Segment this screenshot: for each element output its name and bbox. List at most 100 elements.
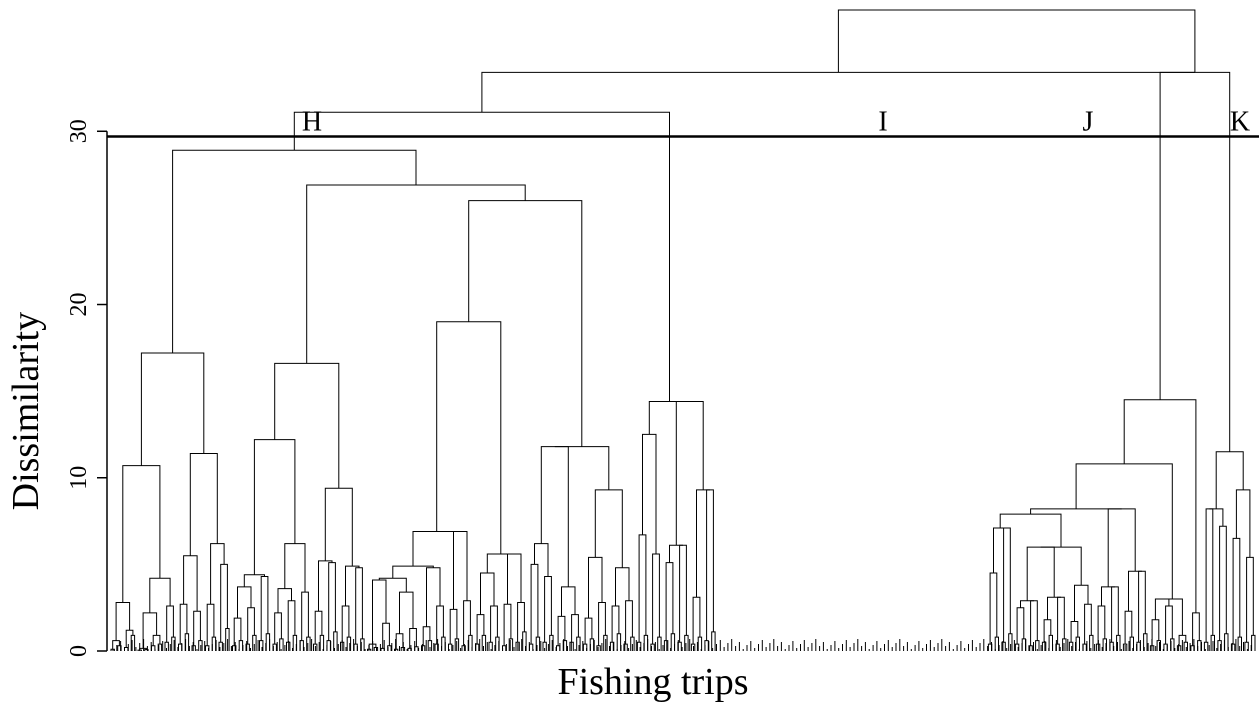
dendrogram-link [287, 600, 296, 643]
dendrogram-link [1109, 641, 1114, 651]
dendrogram-link [1048, 634, 1053, 651]
dendrogram-link [616, 633, 622, 651]
dendrogram-link [652, 553, 660, 645]
dendrogram-link [274, 612, 282, 645]
dendrogram-link [642, 433, 657, 554]
dendrogram-link [238, 640, 244, 651]
cluster-labels: H I J K [302, 106, 1250, 137]
dendrogram-link [588, 556, 603, 619]
dendrogram-link [1162, 598, 1183, 636]
dendrogram-link [306, 184, 526, 364]
dendrogram-link [414, 646, 419, 651]
y-tick-label: 10 [66, 466, 92, 490]
dendrogram-link [657, 636, 662, 651]
leaf-ticks [112, 639, 1256, 651]
dendrogram-link [1068, 641, 1074, 651]
dendrogram-link [463, 600, 471, 646]
dendrogram-link [172, 149, 417, 353]
dendrogram-link [1232, 537, 1241, 645]
dendrogram-link [1123, 399, 1197, 613]
dendrogram-link [301, 591, 309, 641]
dendrogram-link [151, 645, 156, 651]
dendrogram-link [481, 71, 1195, 113]
dendrogram-link [625, 600, 633, 645]
dendrogram-link [1154, 598, 1170, 620]
dendrogram-link [1075, 463, 1173, 599]
dendrogram-link [1043, 619, 1052, 643]
dendrogram-link [561, 586, 576, 617]
dendrogram-link [265, 633, 271, 651]
dendrogram-link [1138, 570, 1146, 643]
dendrogram-tree [110, 9, 1256, 651]
dendrogram-link [989, 572, 998, 645]
dendrogram-link [643, 634, 649, 651]
dendrogram-link [1176, 645, 1182, 651]
dendrogram-link [260, 576, 269, 641]
dendrogram-link [253, 439, 296, 575]
dendrogram-link [1030, 600, 1038, 646]
cluster-label-k: K [1230, 106, 1250, 137]
y-tick-label: 0 [66, 645, 92, 657]
dendrogram-link [206, 603, 215, 646]
dendrogram-link [1128, 570, 1142, 612]
dendrogram-link [314, 610, 323, 645]
dendrogram-link [503, 603, 512, 646]
dendrogram-link [1159, 71, 1231, 452]
dendrogram-link [328, 562, 336, 641]
dendrogram-link [544, 576, 552, 643]
dendrogram-link [237, 586, 252, 619]
dendrogram-link [994, 636, 999, 651]
dendrogram-link [540, 446, 569, 587]
dendrogram-link [436, 605, 444, 645]
dendrogram-link [697, 636, 703, 651]
dendrogram-link [530, 563, 539, 645]
dendrogram-link [594, 489, 623, 568]
dendrogram-link [112, 640, 120, 650]
dendrogram-link [220, 563, 228, 643]
dendrogram-link [1205, 508, 1214, 643]
dendrogram-link [306, 636, 311, 651]
dendrogram-link [556, 645, 561, 651]
dendrogram-link [534, 543, 549, 577]
dendrogram-link [247, 607, 255, 645]
dendrogram-link [665, 562, 674, 641]
dendrogram-link [293, 111, 670, 402]
dendrogram-link [675, 401, 704, 546]
dendrogram-link [1075, 636, 1080, 651]
dendrogram-link [615, 567, 630, 606]
y-ticks: 0 10 20 30 [66, 119, 107, 657]
dendrogram-link [486, 553, 515, 573]
dendrogram-link [1111, 586, 1119, 643]
dendrogram-link [1040, 546, 1082, 586]
dendrogram-link [517, 602, 525, 643]
dendrogram-link [1107, 508, 1136, 587]
dendrogram-link [1235, 489, 1251, 558]
dendrogram-link [210, 543, 225, 605]
dendrogram-link [373, 647, 379, 651]
dendrogram-link [669, 544, 683, 563]
dendrogram-link [355, 567, 363, 645]
dendrogram-link [122, 465, 161, 603]
dendrogram-link [142, 612, 158, 649]
dendrogram-link [1070, 621, 1079, 643]
dendrogram-link [571, 614, 579, 643]
dendrogram-link [1209, 508, 1224, 527]
dendrogram-link [1074, 584, 1089, 622]
dendrogram-link [993, 527, 1007, 573]
y-tick-label: 30 [66, 119, 92, 143]
dendrogram-link [115, 602, 131, 641]
dendrogram-link [706, 489, 714, 641]
dendrogram-link [476, 614, 485, 645]
dendrogram-link [233, 617, 242, 646]
dendrogram-link [1026, 546, 1055, 601]
dendrogram-link [1136, 641, 1141, 651]
dendrogram-link [584, 617, 593, 645]
dendrogram-link [353, 643, 358, 651]
x-axis-title: Fishing trips [557, 661, 748, 702]
dendrogram-link [140, 352, 205, 466]
cluster-label-j: J [1083, 106, 1094, 137]
dendrogram-link [468, 200, 583, 447]
dendrogram-link [554, 446, 610, 490]
dendrogram-link [1047, 596, 1061, 620]
dendrogram-link [1251, 634, 1256, 651]
